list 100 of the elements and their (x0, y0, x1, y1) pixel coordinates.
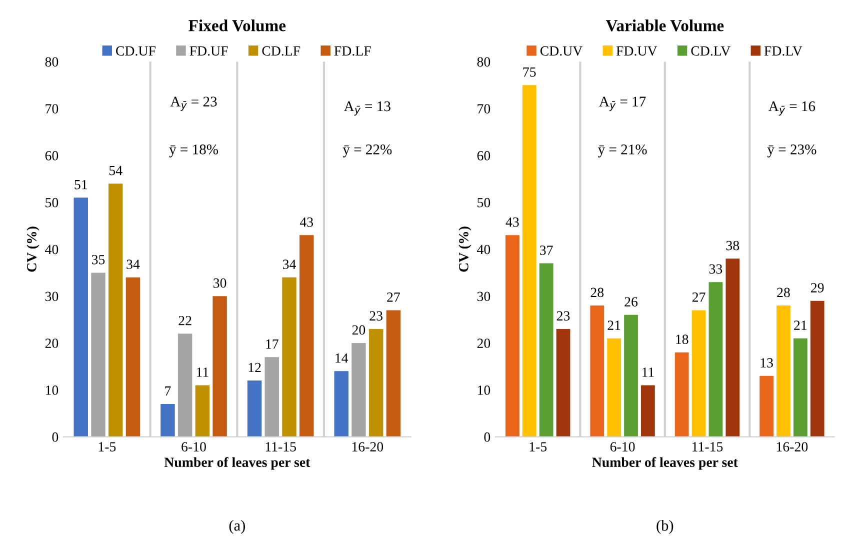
bar (299, 235, 314, 437)
bar (91, 272, 106, 437)
bar (195, 385, 210, 437)
data-label: 30 (214, 278, 226, 288)
bar (247, 380, 262, 437)
data-label: 54 (109, 166, 122, 176)
bar (726, 258, 740, 437)
data-label: 14 (336, 354, 348, 363)
data-label: 34 (282, 260, 296, 270)
bar (539, 263, 554, 437)
data-label: 34 (126, 260, 140, 270)
bar (590, 306, 604, 437)
x-tick-label: 16-20 (776, 442, 808, 452)
legend-label: FD.LF (334, 46, 371, 56)
y-axis-title: CV (%) (458, 226, 472, 272)
bar (334, 371, 348, 437)
bar (776, 306, 790, 437)
y-tick-label: 70 (478, 104, 490, 114)
legend-label: CD.UF (116, 46, 156, 56)
data-label: 11 (196, 368, 208, 377)
y-tick-label: 0 (484, 432, 490, 442)
data-label: 12 (248, 362, 261, 372)
data-label: 21 (608, 320, 620, 330)
annotation: ȳ = 22% (342, 144, 392, 158)
annotation: A$_{ȳ}$ = 16 (768, 101, 816, 116)
x-tick-label: 1-5 (530, 442, 547, 452)
y-tick-label: 30 (45, 292, 58, 302)
data-label: 27 (692, 292, 706, 302)
data-label: 38 (726, 240, 740, 250)
bar (556, 328, 570, 437)
y-axis-title: CV (%) (26, 226, 40, 272)
bar (108, 184, 123, 437)
bar (352, 343, 366, 437)
bar (178, 334, 192, 437)
annotation: A$_{ȳ}$ = 17 (599, 96, 646, 111)
bar (386, 310, 401, 437)
x-axis-title: Number of leaves per set (164, 457, 310, 470)
data-label: 22 (178, 316, 192, 326)
annotation: ȳ = 23% (767, 144, 816, 158)
data-label: 27 (387, 292, 400, 302)
bar (74, 198, 88, 437)
bar (522, 85, 536, 437)
legend-label: CD.LV (691, 46, 730, 56)
y-tick-label: 10 (478, 386, 490, 395)
y-tick-label: 30 (477, 292, 490, 302)
chart-title: Variable Volume (606, 20, 724, 32)
bar (708, 282, 723, 437)
bar (264, 357, 280, 437)
legend-label: CD.LF (262, 46, 300, 56)
data-label: 28 (590, 288, 604, 298)
bar (126, 277, 140, 437)
bar (368, 328, 384, 437)
x-axis-title: Number of leaves per set (592, 457, 738, 470)
bar (674, 352, 689, 437)
data-label: 28 (777, 288, 790, 298)
data-label: 13 (760, 358, 773, 368)
x-tick-label: 16-20 (352, 442, 384, 452)
bar (282, 277, 296, 437)
annotation: ȳ = 21% (598, 144, 647, 158)
data-label: 33 (709, 264, 722, 274)
annotation: ȳ = 18% (169, 144, 218, 158)
data-label: 7 (165, 386, 171, 396)
y-tick-label: 20 (45, 338, 58, 348)
data-label: 29 (811, 283, 824, 292)
data-label: 51 (74, 180, 87, 190)
y-tick-label: 60 (477, 151, 490, 160)
annotation: A$_{ȳ}$ = 23 (170, 96, 217, 111)
x-tick-label: 1-5 (98, 442, 116, 452)
bar (160, 404, 175, 437)
text: (b) (656, 520, 674, 534)
data-label: 26 (624, 297, 638, 307)
data-label: 21 (794, 320, 807, 330)
data-label: 20 (352, 325, 366, 335)
text: (a) (229, 520, 245, 534)
data-label: 23 (556, 311, 570, 321)
y-tick-label: 60 (45, 151, 58, 160)
data-label: 18 (676, 334, 688, 344)
data-label: 23 (370, 311, 382, 321)
legend-label: FD.LV (764, 46, 802, 56)
annotation: A$_{ȳ}$ = 13 (344, 101, 390, 116)
x-tick-label: 6-10 (610, 442, 635, 452)
legend-label: CD.UV (540, 46, 583, 56)
y-tick-label: 70 (46, 104, 58, 114)
data-label: 11 (642, 368, 654, 377)
y-tick-label: 0 (52, 432, 58, 442)
data-label: 35 (92, 254, 105, 264)
bar (793, 338, 808, 437)
y-tick-label: 80 (45, 57, 58, 67)
bar (641, 385, 655, 437)
bar (505, 235, 520, 437)
y-tick-label: 40 (477, 244, 490, 254)
data-label: 17 (266, 339, 278, 349)
bar (760, 376, 774, 437)
y-tick-label: 80 (477, 57, 490, 67)
x-tick-label: 11-15 (266, 442, 296, 452)
bar (810, 300, 824, 437)
y-tick-label: 10 (46, 386, 58, 395)
data-label: 75 (523, 67, 536, 77)
bar (212, 296, 227, 437)
bar (692, 310, 706, 437)
